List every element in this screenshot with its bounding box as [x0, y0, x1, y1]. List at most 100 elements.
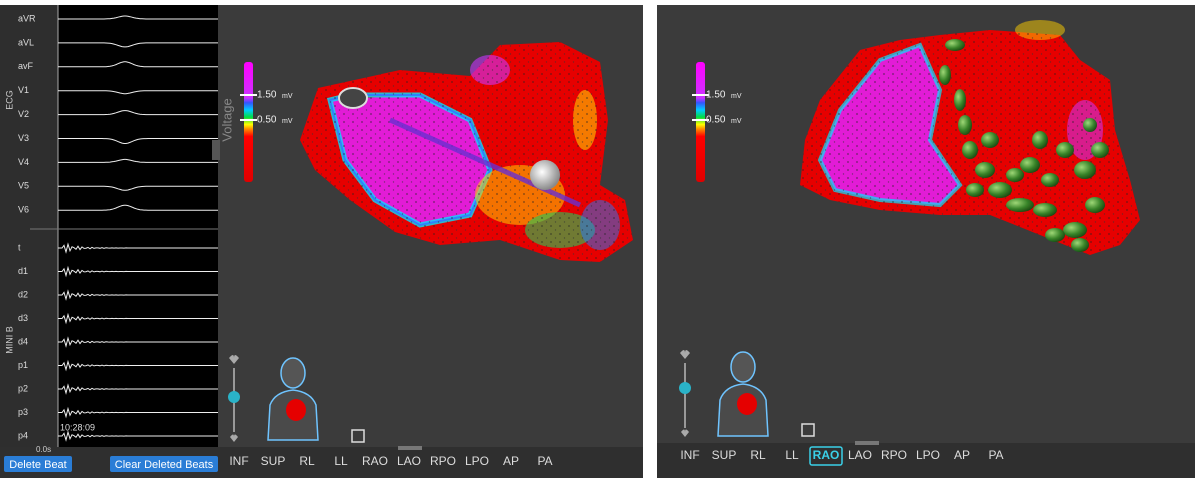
mini-channel-label: t [18, 242, 21, 252]
view-button[interactable]: AP [954, 448, 970, 462]
ecg-trace [58, 204, 218, 211]
view-button[interactable]: RL [299, 454, 315, 468]
legend-low: 0.50 [257, 115, 277, 126]
mini-trace [58, 383, 218, 395]
ecg-trace [58, 138, 218, 144]
mini-trace [58, 359, 218, 372]
toolbar-handle[interactable] [855, 441, 879, 445]
legend-high: 1.50 [706, 90, 726, 101]
button-label[interactable]: Clear Deleted Beats [115, 459, 214, 471]
view-button[interactable]: LAO [848, 448, 872, 462]
ablation-lesion [1045, 228, 1065, 242]
ablation-lesion [954, 89, 966, 111]
ablation-lesion [981, 132, 999, 148]
ablation-lesion [1071, 238, 1089, 252]
legend-high-unit: mV [282, 93, 293, 100]
view-button[interactable]: PA [988, 448, 1003, 462]
ecg-trace [58, 90, 218, 95]
button-label[interactable]: Delete Beat [9, 459, 66, 471]
mini-channel-label: d3 [18, 313, 28, 323]
mini-group-label: MINI B [4, 326, 14, 354]
torso-icon [267, 357, 319, 441]
ablation-lesion [1083, 118, 1097, 132]
view-button[interactable]: AP [503, 454, 519, 468]
view-button[interactable]: INF [229, 454, 248, 468]
mini-trace [58, 289, 218, 301]
legend-title: Voltage [219, 98, 234, 141]
cube-icon[interactable] [801, 423, 815, 437]
ablation-lesion [1006, 198, 1034, 212]
ecg-trace [58, 61, 218, 68]
right-toolbar [657, 443, 1195, 478]
view-button[interactable]: RL [750, 448, 766, 462]
voltage-scale [696, 62, 705, 182]
ablation-lesion [945, 39, 965, 51]
ecg-channel-label: V5 [18, 181, 29, 191]
ablation-lesion [1074, 161, 1096, 179]
ecg-trace [58, 185, 218, 191]
ecg-channel-label: aVL [18, 37, 34, 47]
ecg-channel-label: V1 [18, 85, 29, 95]
slider-thumb[interactable] [228, 391, 240, 403]
ablation-lesion [1041, 173, 1059, 187]
view-button[interactable]: LPO [465, 454, 489, 468]
ablation-lesion [1091, 142, 1109, 158]
ablation-lesion [962, 141, 978, 159]
mini-trace [58, 265, 218, 278]
ablation-lesion [1032, 131, 1048, 149]
mini-channel-label: d2 [18, 289, 28, 299]
mini-trace [58, 430, 218, 442]
view-button[interactable]: LL [334, 454, 348, 468]
time-start: 0.0s [36, 445, 51, 454]
view-button[interactable]: RAO [362, 454, 388, 468]
timestamp: 10:28:09 [60, 422, 95, 432]
torso-icon [717, 351, 769, 437]
view-button[interactable]: SUP [261, 454, 286, 468]
view-button[interactable]: RPO [430, 454, 456, 468]
view-button[interactable]: RAO [813, 448, 840, 462]
ablation-lesion [988, 182, 1012, 198]
view-button[interactable]: SUP [712, 448, 737, 462]
collapse-handle[interactable] [212, 140, 220, 160]
left-toolbar [0, 447, 643, 478]
ecg-trace [58, 110, 218, 116]
mini-trace [58, 242, 218, 254]
view-button[interactable]: INF [680, 448, 699, 462]
ablation-lesion [966, 183, 984, 197]
cube-icon[interactable] [351, 429, 365, 443]
heart-small-icon [230, 434, 238, 442]
mini-channel-label: p4 [18, 430, 28, 440]
view-button[interactable]: LAO [397, 454, 421, 468]
view-button[interactable]: LL [785, 448, 799, 462]
ecg-trace [58, 158, 218, 163]
ecg-trace [58, 15, 218, 20]
toolbar-handle[interactable] [398, 446, 422, 450]
slider-thumb[interactable] [679, 382, 691, 394]
mini-trace [58, 312, 218, 325]
ecg-trace [58, 42, 218, 48]
ablation-lesion [975, 162, 995, 178]
mini-channel-label: d1 [18, 266, 28, 276]
mini-channel-label: p3 [18, 407, 28, 417]
ecg-trace-area [58, 5, 218, 455]
legend-low-unit: mV [731, 118, 742, 125]
mini-trace [58, 336, 218, 348]
ablation-lesion [1085, 197, 1105, 213]
ablation-lesion [1020, 157, 1040, 173]
heart-icon [680, 350, 690, 359]
ecg-channel-label: avF [18, 61, 34, 71]
mini-channel-label: d4 [18, 336, 28, 346]
view-button[interactable]: RPO [881, 448, 907, 462]
view-button[interactable]: PA [537, 454, 552, 468]
button[interactable] [110, 456, 218, 472]
legend-low-unit: mV [282, 118, 293, 125]
button[interactable] [4, 456, 72, 472]
ecg-channel-label: V3 [18, 133, 29, 143]
ecg-traces [58, 15, 218, 442]
heart-icon [229, 355, 239, 364]
heart-small-icon [681, 429, 689, 437]
ablation-lesion [1056, 142, 1074, 158]
ecg-channel-label: aVR [18, 13, 36, 23]
view-button[interactable]: LPO [916, 448, 940, 462]
view-selected[interactable] [809, 446, 843, 466]
